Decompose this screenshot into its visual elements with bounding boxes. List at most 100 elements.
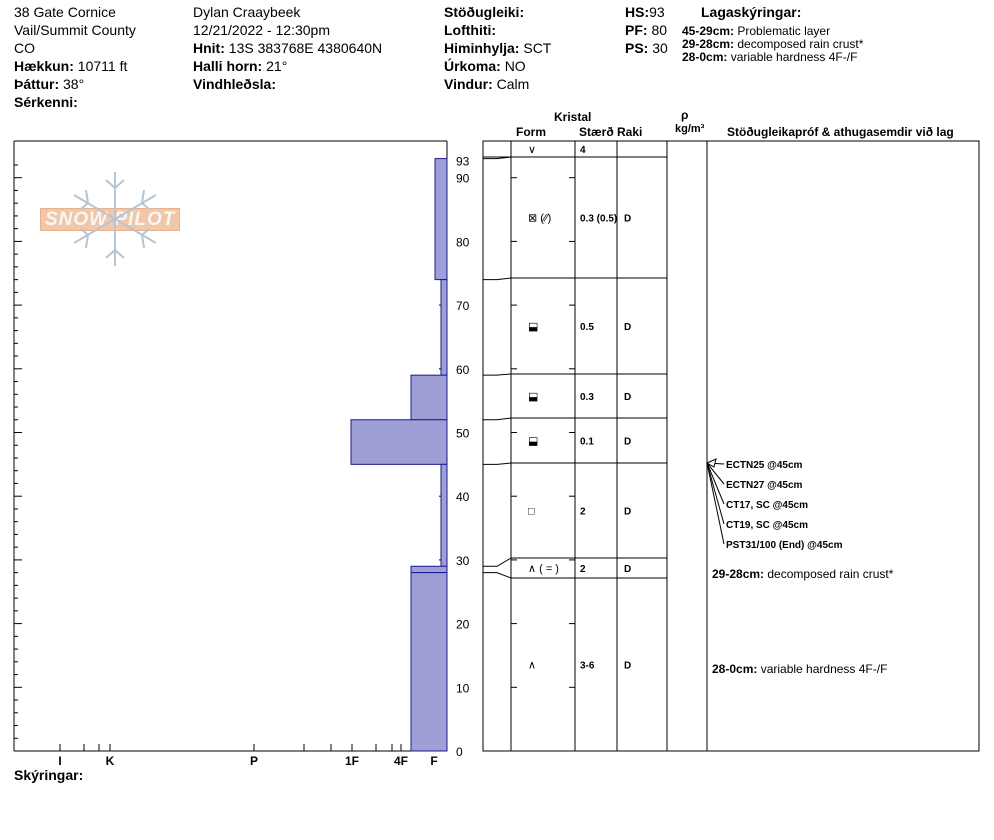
slope-label: Halli horn: (193, 58, 263, 74)
wind-label: Vindur: (444, 76, 493, 92)
grain-form-icon: ⬓ (528, 321, 538, 333)
pf-value: 80 (651, 22, 668, 38)
observer-name: Dylan Craaybeek (193, 4, 301, 20)
stability-test: ECTN27 @45cm (726, 480, 803, 491)
precip-label: Úrkoma: (444, 58, 501, 74)
pf-label: PF: (625, 22, 648, 38)
grain-size: 2 (580, 507, 586, 518)
elevation-value: 10711 ft (77, 58, 128, 74)
hardness-bar (350, 419, 448, 465)
hardness-bar (410, 565, 448, 574)
stability-test: PST31/100 (End) @45cm (726, 540, 843, 551)
layer-table-cells: ∨ 4 ⊠ (⁄⁄) 0.3 (0.5) D ⬓ 0.5 D ⬓ 0.3 D ⬓ 0.1 D □ 2 D ∧ ( … (528, 144, 631, 672)
size-header: Stærð (579, 125, 614, 139)
hardness-axis-label: F (430, 754, 437, 768)
layer-notes-title: Lagaskýringar: (701, 4, 802, 20)
layer-connector (483, 572, 512, 579)
moisture-value: D (624, 437, 631, 448)
grain-form-icon: ⊠ (⁄⁄) (528, 213, 551, 225)
stability-test: ECTN25 @45cm (726, 460, 803, 471)
remarks-label: Skýringar: (14, 767, 84, 783)
grain-form-icon: ∧ (528, 660, 536, 672)
coords-value: 13S 383768E 4380640N (228, 40, 383, 56)
depth-label: 90 (456, 172, 470, 186)
depth-label: 40 (456, 490, 470, 504)
observation-datetime: 12/21/2022 - 12:30pm (193, 22, 330, 38)
hardness-axis-label: I (58, 754, 61, 768)
ps-label: PS: (625, 40, 649, 56)
hardness-bar (434, 158, 448, 281)
elevation-label: Hækkun: (14, 58, 74, 74)
layer-note-range: 45-29cm: (682, 24, 735, 38)
aspect-value: 38° (63, 76, 85, 92)
depth-label: 50 (456, 427, 470, 441)
moisture-value: D (624, 392, 631, 403)
depth-label: 70 (456, 299, 470, 313)
layer-comment: 29-28cm: decomposed rain crust* (712, 567, 894, 581)
form-header: Form (516, 125, 546, 139)
grain-form-icon: ⬓ (528, 436, 538, 448)
stability-test: CT19, SC @45cm (726, 520, 808, 531)
layer-comment: 28-0cm: variable hardness 4F-/F (712, 662, 887, 676)
grain-size: 4 (580, 145, 586, 156)
moisture-value: D (624, 507, 631, 518)
layer-connector (483, 417, 512, 421)
layer-connector (483, 557, 512, 567)
ps-value: 30 (652, 40, 668, 56)
depth-label: 0 (456, 745, 463, 759)
hardness-bar (440, 463, 448, 567)
hs-value: 93 (649, 4, 665, 20)
grain-size: 2 (580, 564, 586, 575)
snowflake-icon (73, 172, 157, 266)
density-unit: kg/m³ (675, 123, 705, 135)
stability-tests: ECTN25 @45cm ECTN27 @45cm CT17, SC @45cm CT… (705, 458, 894, 676)
grain-form-icon: □ (528, 506, 535, 518)
layer-note-text: decomposed rain crust* (737, 37, 864, 51)
depth-top-label: 93 (456, 155, 470, 169)
grain-size: 0.5 (580, 322, 594, 333)
state: CO (14, 40, 35, 56)
precip-value: NO (504, 58, 526, 74)
grain-size: 0.3 (0.5) (580, 214, 617, 225)
layer-note-text: Problematic layer (737, 24, 831, 38)
rho-header: ρ (681, 108, 689, 122)
layer-note-range: 29-28cm: (682, 37, 735, 51)
layer-note-range: 28-0cm: (682, 50, 728, 64)
layer-connector (483, 373, 512, 376)
stability-tests-header: Stöðugleikapróf & athugasemdir við lag (727, 125, 954, 139)
depth-label: 20 (456, 618, 470, 632)
specifics-label: Sérkenni: (14, 94, 78, 110)
aspect-label: Þáttur: (14, 76, 60, 92)
sky-label: Himinhylja: (444, 40, 520, 56)
grain-form-icon: ∧ ( = ) (528, 563, 559, 575)
hardness-bar (440, 279, 448, 376)
depth-label: 60 (456, 363, 470, 377)
hardness-axis-label: K (106, 754, 115, 768)
wind-loading-label: Vindhleðsla: (193, 76, 276, 92)
moisture-value: D (624, 322, 631, 333)
wind-value: Calm (496, 76, 530, 92)
stability-label: Stöðugleiki: (444, 4, 525, 20)
test-arrowhead-icon (705, 458, 717, 468)
layer-table (482, 140, 980, 752)
grain-form-icon: ∨ (528, 144, 536, 156)
test-arrow (706, 462, 725, 505)
depth-label: 30 (456, 554, 470, 568)
test-arrow (706, 462, 725, 485)
grain-size: 3-6 (580, 661, 595, 672)
hardness-axis-label: 4F (394, 754, 408, 768)
layer-connector (483, 277, 512, 281)
hs-label: HS: (625, 4, 650, 20)
table-border (482, 140, 980, 752)
region: Vail/Summit County (14, 22, 136, 38)
coords-label: Hnit: (193, 40, 225, 56)
grain-size: 0.3 (580, 392, 594, 403)
moisture-header: Raki (617, 125, 643, 139)
layer-connector (483, 462, 512, 465)
stability-test: CT17, SC @45cm (726, 500, 808, 511)
location-name: 38 Gate Cornice (14, 4, 116, 20)
crystal-header: Kristal (554, 110, 592, 124)
slope-value: 21° (266, 58, 288, 74)
grain-form-icon: ⬓ (528, 391, 538, 403)
